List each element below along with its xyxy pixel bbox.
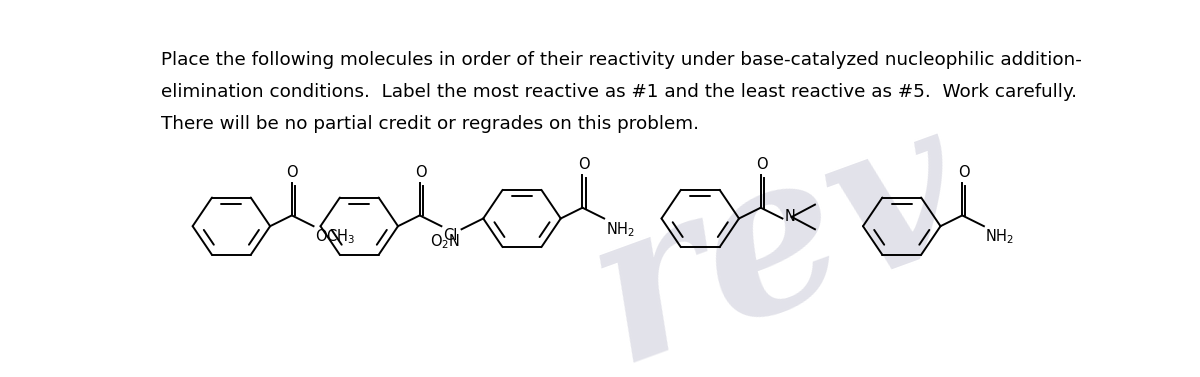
Text: NH$_2$: NH$_2$ [606, 220, 635, 239]
Text: O: O [415, 165, 427, 180]
Text: N: N [785, 210, 796, 224]
Text: There will be no partial credit or regrades on this problem.: There will be no partial credit or regra… [161, 115, 698, 133]
Text: O: O [578, 157, 590, 172]
Text: Cl: Cl [443, 228, 457, 243]
Text: Place the following molecules in order of their reactivity under base-catalyzed : Place the following molecules in order o… [161, 51, 1081, 69]
Text: elimination conditions.  Label the most reactive as #1 and the least reactive as: elimination conditions. Label the most r… [161, 83, 1076, 101]
Text: OCH$_3$: OCH$_3$ [316, 228, 355, 247]
Text: O$_2$N: O$_2$N [430, 232, 460, 251]
Text: O: O [756, 157, 768, 172]
Text: O: O [958, 165, 970, 180]
Text: O: O [286, 165, 298, 180]
Text: rev: rev [565, 81, 990, 377]
Text: NH$_2$: NH$_2$ [985, 228, 1014, 247]
